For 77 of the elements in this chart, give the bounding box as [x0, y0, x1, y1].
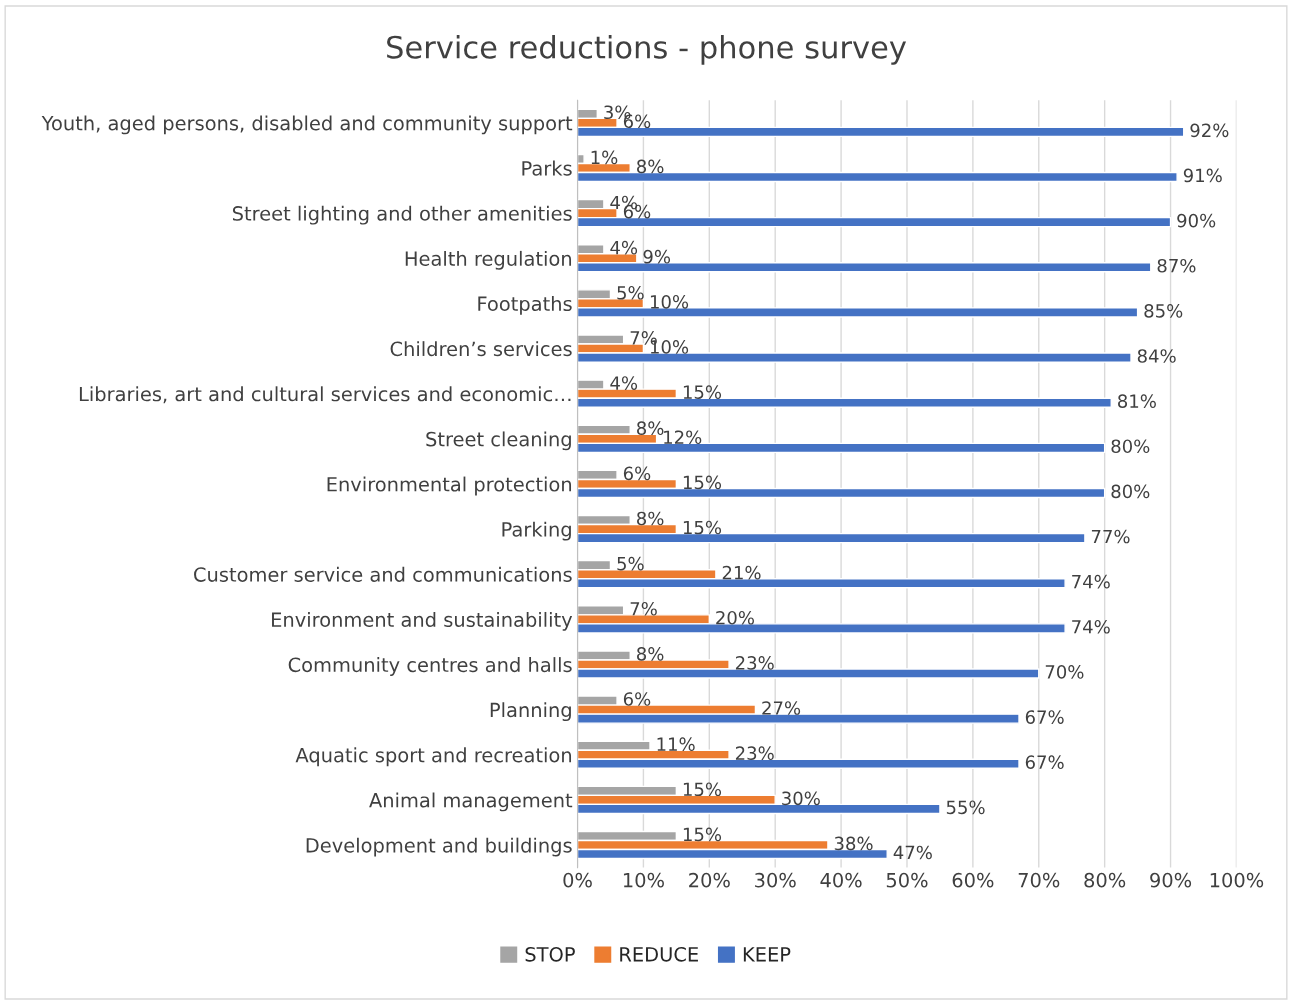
- data-label: 92%: [1190, 123, 1229, 138]
- data-label: 87%: [1157, 258, 1196, 273]
- data-label: 5%: [617, 285, 644, 300]
- data-label: 23%: [735, 656, 774, 670]
- x-tick-label: 60%: [952, 872, 994, 888]
- data-label: 77%: [1091, 529, 1130, 544]
- y-tick-label: Libraries, art and cultural services and economic…: [79, 386, 571, 404]
- y-tick-label: Animal management: [369, 792, 573, 812]
- x-tick-label: 90%: [1150, 872, 1192, 888]
- data-label: 8%: [637, 159, 664, 174]
- data-label: 5%: [617, 556, 644, 571]
- x-tick-label: 40%: [820, 872, 862, 888]
- x-tick-label: 70%: [1018, 872, 1060, 888]
- y-tick-label: Parking: [502, 521, 571, 541]
- x-tick-label: 30%: [755, 872, 796, 888]
- legend-label: STOP: [525, 946, 575, 962]
- data-label: 20%: [716, 610, 754, 625]
- x-tick-label: 10%: [623, 872, 664, 888]
- data-label: 84%: [1137, 349, 1176, 363]
- data-label: 8%: [637, 511, 664, 526]
- x-tick-label: 100%: [1210, 872, 1264, 888]
- x-tick-label: 0%: [563, 872, 592, 888]
- y-tick-label: Youth, aged persons, disabled and community support: [41, 115, 573, 135]
- data-label: 15%: [683, 385, 722, 399]
- data-label: 70%: [1045, 665, 1084, 679]
- x-tick-label: 20%: [689, 872, 730, 888]
- y-tick-label: Development and buildings: [306, 837, 572, 857]
- y-tick-label: Environmental protection: [327, 476, 572, 496]
- data-label: 85%: [1144, 304, 1183, 318]
- y-tick-label: Aquatic sport and recreation: [295, 747, 572, 767]
- y-tick-label: Street cleaning: [426, 431, 571, 451]
- data-label: 74%: [1072, 619, 1110, 634]
- data-label: 10%: [650, 294, 689, 309]
- data-label: 4%: [610, 240, 638, 255]
- data-label: 9%: [643, 249, 671, 264]
- data-label: 47%: [893, 845, 932, 860]
- data-label: 6%: [623, 466, 651, 481]
- data-label: 81%: [1118, 394, 1156, 408]
- data-label: 4%: [610, 376, 638, 390]
- legend-label: REDUCE: [620, 946, 698, 962]
- data-label: 38%: [834, 836, 873, 851]
- data-label: 55%: [946, 800, 985, 815]
- y-tick-label: Children’s services: [390, 341, 572, 357]
- data-label: 67%: [1025, 755, 1064, 770]
- data-label: 27%: [762, 701, 801, 715]
- data-label: 15%: [683, 827, 722, 842]
- data-label: 6%: [623, 692, 651, 706]
- x-tick-label: 80%: [1084, 872, 1126, 888]
- y-tick-label: Footpaths: [478, 296, 572, 315]
- y-tick-label: Environment and sustainability: [272, 611, 573, 631]
- y-tick-label: Community centres and halls: [288, 657, 572, 676]
- data-label: 21%: [722, 565, 761, 580]
- x-tick-label: 50%: [886, 872, 928, 888]
- data-label: 74%: [1072, 574, 1110, 589]
- data-label: 15%: [683, 782, 722, 797]
- data-label: 15%: [683, 520, 722, 535]
- data-label: 67%: [1025, 710, 1064, 724]
- data-label: 8%: [637, 647, 664, 661]
- data-label: 15%: [683, 475, 722, 490]
- y-tick-label: Health regulation: [405, 250, 572, 270]
- data-label: 91%: [1183, 168, 1222, 183]
- data-label: 7%: [630, 601, 657, 616]
- data-label: 80%: [1111, 439, 1150, 454]
- y-tick-label: Planning: [490, 702, 571, 722]
- data-label: 23%: [735, 746, 774, 760]
- data-label: 90%: [1177, 213, 1216, 228]
- chart-title: Service reductions - phone survey: [387, 35, 907, 65]
- legend-label: KEEP: [743, 947, 791, 962]
- data-label: 11%: [657, 737, 695, 751]
- y-tick-label: Street lighting and other amenities: [232, 205, 572, 225]
- data-label: 8%: [637, 421, 664, 436]
- data-label: 80%: [1111, 484, 1150, 499]
- y-tick-label: Customer service and communications: [194, 566, 572, 582]
- data-label: 30%: [782, 791, 820, 806]
- data-label: 12%: [664, 430, 702, 445]
- data-label: 1%: [591, 150, 618, 165]
- y-tick-label: Parks: [522, 160, 572, 176]
